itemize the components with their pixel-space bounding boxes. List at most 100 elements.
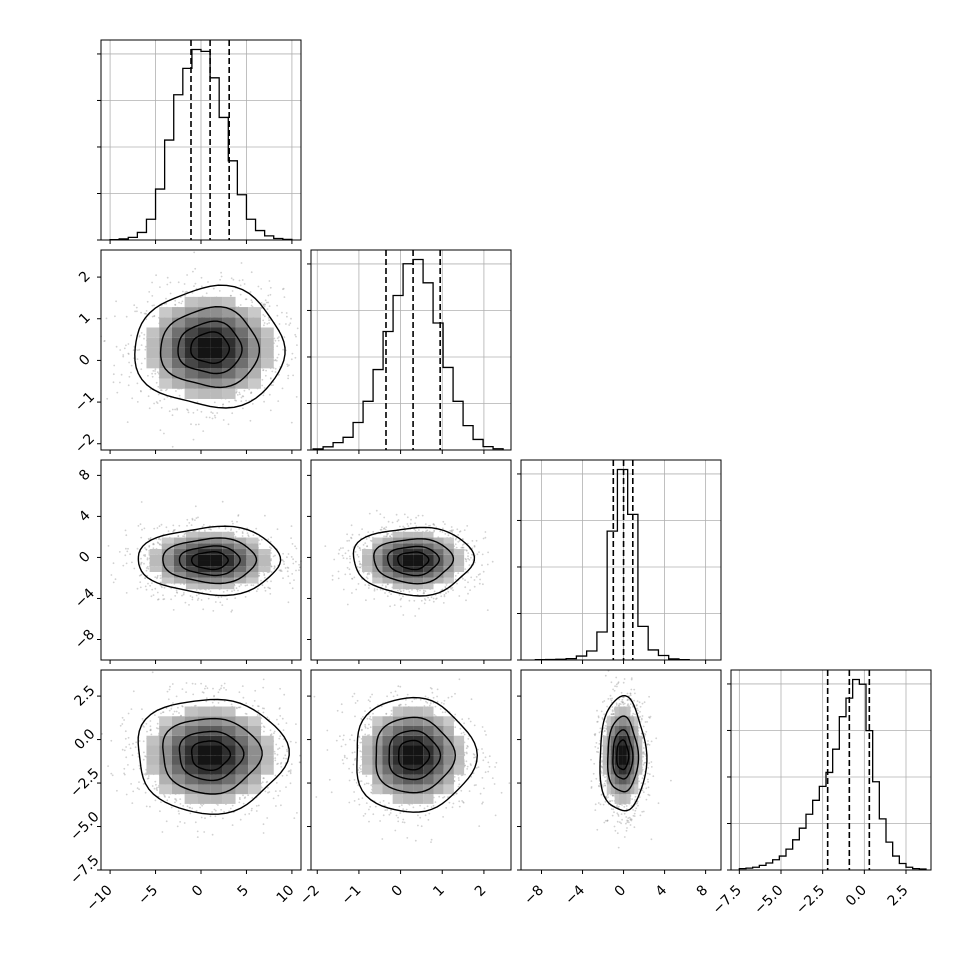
scatter-point <box>269 293 272 296</box>
scatter-point <box>222 403 225 406</box>
scatter-point <box>397 589 399 592</box>
scatter-point <box>219 278 222 281</box>
scatter-point <box>145 567 148 569</box>
scatter-point <box>375 509 378 512</box>
scatter-point <box>390 593 392 595</box>
scatter-point <box>370 571 373 574</box>
scatter-point <box>282 287 285 290</box>
scatter-point <box>365 599 367 602</box>
scatter-point <box>342 547 344 549</box>
density-bin <box>235 327 249 338</box>
scatter-point <box>156 574 159 577</box>
scatter-point <box>195 589 198 591</box>
scatter-point <box>165 389 167 392</box>
density-bin <box>210 388 223 399</box>
density-bin <box>258 566 271 572</box>
scatter-point <box>279 569 282 571</box>
scatter-point <box>210 528 212 531</box>
scatter-point <box>136 349 139 351</box>
scatter-point <box>131 561 133 564</box>
scatter-point <box>151 315 154 318</box>
scatter-point <box>156 371 159 374</box>
scatter-point <box>258 572 261 575</box>
scatter-point <box>262 304 265 307</box>
scatter-point <box>143 527 146 530</box>
scatter-point <box>155 274 158 277</box>
scatter-point <box>423 598 426 600</box>
panel-1-0: 210−1−2 <box>72 249 302 457</box>
density-bin <box>235 307 249 318</box>
scatter-point <box>269 286 272 289</box>
scatter-point <box>243 389 246 392</box>
scatter-point <box>188 522 191 524</box>
scatter-point <box>367 584 370 586</box>
scatter-point <box>151 304 154 307</box>
scatter-point <box>248 388 251 391</box>
scatter-point <box>157 393 160 396</box>
scatter-point <box>190 423 192 426</box>
scatter-point <box>115 300 117 303</box>
scatter-point <box>240 584 242 586</box>
scatter-point <box>476 553 479 556</box>
scatter-point <box>432 600 435 603</box>
scatter-point <box>282 348 284 351</box>
scatter-point <box>118 551 121 553</box>
scatter-point <box>148 291 151 293</box>
scatter-point <box>450 526 453 528</box>
scatter-point <box>447 590 450 593</box>
scatter-point <box>359 549 362 551</box>
scatter-point <box>290 537 292 539</box>
scatter-point <box>467 581 469 584</box>
scatter-point <box>113 364 116 367</box>
scatter-point <box>238 279 241 282</box>
scatter-point <box>151 582 153 584</box>
scatter-point <box>324 545 327 547</box>
scatter-point <box>379 528 382 531</box>
scatter-point <box>144 348 147 351</box>
scatter-point <box>230 610 233 613</box>
scatter-point <box>459 530 462 533</box>
y-tick-label: 8 <box>76 467 94 485</box>
density-bin <box>246 577 259 584</box>
scatter-point <box>266 323 269 325</box>
scatter-point <box>155 401 158 403</box>
scatter-point <box>212 287 215 290</box>
scatter-point <box>464 568 467 570</box>
scatter-point <box>155 381 158 384</box>
scatter-point <box>189 595 192 597</box>
scatter-point <box>172 609 175 611</box>
density-bin <box>261 358 274 369</box>
scatter-point <box>272 384 274 386</box>
density-bin <box>161 537 174 544</box>
scatter-point <box>136 382 139 385</box>
scatter-point <box>175 589 178 592</box>
scatter-point <box>240 396 243 399</box>
scatter-point <box>276 304 278 307</box>
scatter-point <box>198 530 201 532</box>
scatter-point <box>260 288 263 290</box>
scatter-point <box>348 568 351 571</box>
scatter-point <box>435 598 437 600</box>
scatter-point <box>273 567 276 570</box>
scatter-point <box>186 524 188 527</box>
scatter-point <box>341 554 344 557</box>
scatter-point <box>145 548 148 551</box>
scatter-point <box>442 602 445 604</box>
scatter-point <box>298 563 300 566</box>
scatter-point <box>287 553 290 555</box>
scatter-point <box>294 333 297 336</box>
scatter-point <box>269 377 272 380</box>
scatter-point <box>290 556 293 558</box>
scatter-point <box>387 520 390 523</box>
scatter-point <box>163 398 166 401</box>
scatter-point <box>268 319 270 322</box>
scatter-point <box>127 352 130 355</box>
scatter-point <box>172 524 175 527</box>
scatter-point <box>432 597 435 600</box>
scatter-point <box>202 430 205 432</box>
scatter-point <box>157 385 160 388</box>
scatter-point <box>294 545 296 548</box>
scatter-point <box>219 601 222 604</box>
scatter-point <box>272 555 275 558</box>
scatter-point <box>463 529 466 531</box>
